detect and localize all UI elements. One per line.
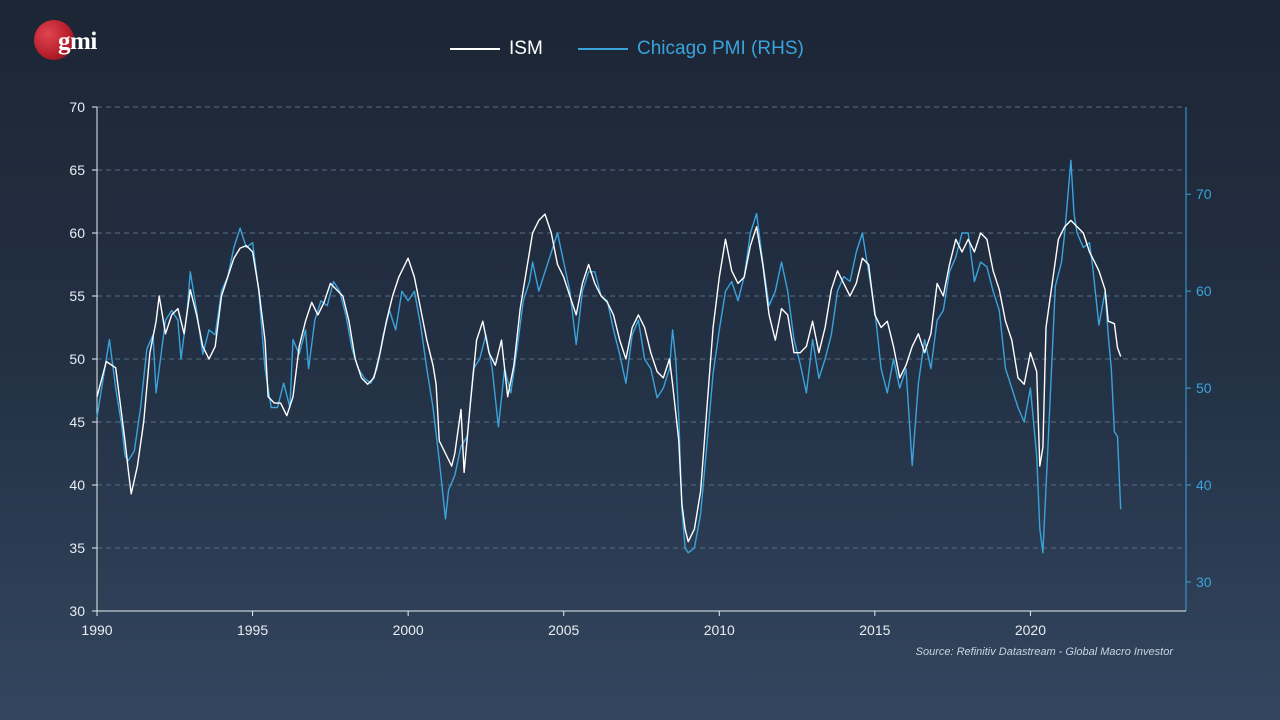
legend-label-ism: ISM [509,38,543,59]
legend-item-ism: ISM [450,36,543,62]
y-left-tick-label: 35 [69,540,85,556]
legend-label-chicago: Chicago PMI (RHS) [637,38,804,59]
x-tick-label: 2000 [393,622,424,638]
y-left-tick-label: 40 [69,477,85,493]
globe-icon [34,20,74,60]
y-left-tick-label: 50 [69,351,85,367]
chart-legend: ISM Chicago PMI (RHS) [0,36,1280,62]
legend-item-chicago: Chicago PMI (RHS) [578,36,804,62]
x-tick-label: 2015 [859,622,890,638]
y-right-tick-label: 30 [1196,574,1212,590]
x-tick-label: 2010 [704,622,735,638]
y-left-tick-label: 55 [69,288,85,304]
x-tick-label: 2005 [548,622,579,638]
legend-swatch-chicago [578,48,628,50]
y-left-tick-label: 30 [69,603,85,619]
y-right-tick-label: 60 [1196,283,1212,299]
source-note: Source: Refinitiv Datastream - Global Ma… [915,646,1173,658]
y-right-tick-label: 70 [1196,186,1212,202]
x-tick-label: 1995 [237,622,268,638]
y-right-tick-label: 40 [1196,477,1212,493]
series-line-ism [96,213,1122,543]
x-tick-label: 2020 [1015,622,1046,638]
logo-text: gmi [58,28,97,55]
y-left-tick-label: 65 [69,162,85,178]
series-line-chicago-pmi [96,159,1122,554]
legend-swatch-ism [450,48,500,50]
y-right-tick-label: 50 [1196,380,1212,396]
x-tick-label: 1990 [81,622,112,638]
gmi-logo: gmi [34,20,114,64]
y-left-tick-label: 60 [69,225,85,241]
y-left-tick-label: 70 [69,99,85,115]
y-left-tick-label: 45 [69,414,85,430]
